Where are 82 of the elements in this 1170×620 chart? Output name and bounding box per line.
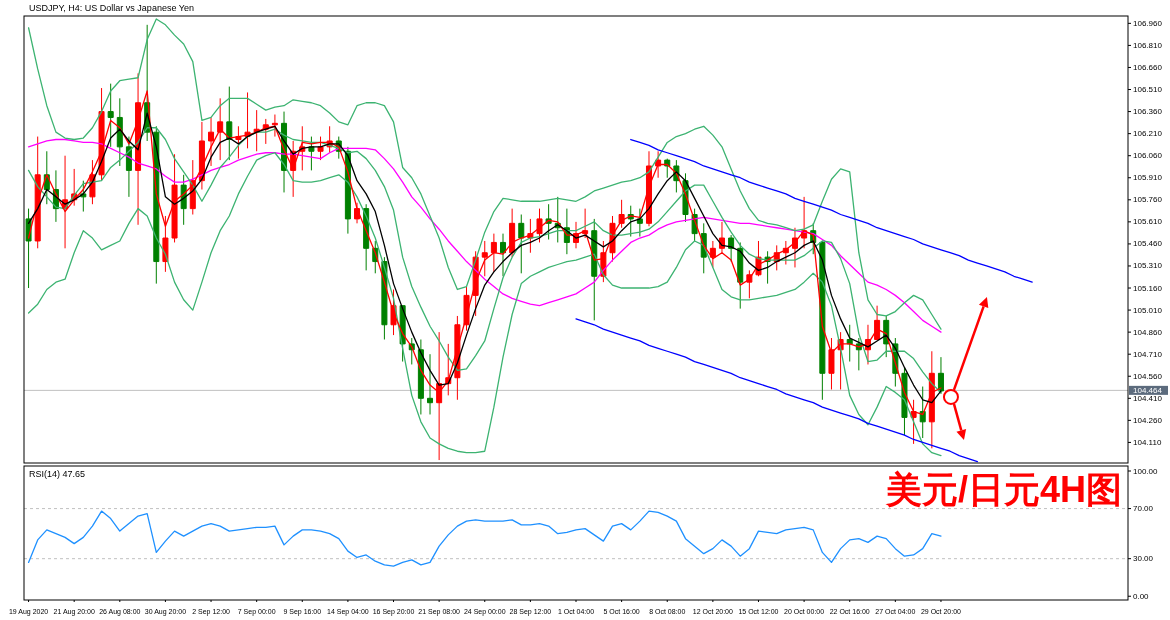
y-tick-label: 104.110 bbox=[1133, 437, 1162, 447]
line-series bbox=[27, 138, 942, 333]
y-tick-label: 70.00 bbox=[1133, 504, 1154, 514]
price-tag: 104.464 bbox=[1129, 385, 1168, 395]
ref-line-label: 104.464 bbox=[1133, 385, 1163, 395]
candlestick bbox=[828, 337, 835, 390]
candlestick bbox=[226, 86, 233, 161]
candlestick bbox=[171, 153, 178, 243]
line-series bbox=[27, 510, 942, 567]
candlestick bbox=[837, 331, 844, 390]
candlestick bbox=[582, 208, 589, 239]
candlestick bbox=[509, 208, 516, 258]
candlestick bbox=[317, 136, 324, 161]
y-tick-label: 105.910 bbox=[1133, 173, 1163, 183]
line-series bbox=[575, 318, 979, 463]
candlestick bbox=[235, 125, 242, 160]
candlestick bbox=[427, 353, 434, 415]
candlestick bbox=[937, 356, 944, 395]
y-tick-label: 104.410 bbox=[1133, 393, 1163, 403]
line-series bbox=[630, 138, 1033, 283]
y-tick-label: 105.310 bbox=[1133, 261, 1163, 271]
y-tick-label: 105.610 bbox=[1133, 217, 1163, 227]
y-tick-label: 106.360 bbox=[1133, 107, 1163, 117]
candlestick bbox=[536, 208, 543, 243]
candlestick bbox=[454, 315, 461, 401]
y-tick-label: 106.510 bbox=[1133, 85, 1163, 95]
candlestick bbox=[636, 208, 643, 238]
chart-title: USDJPY, H4: US Dollar vs Japanese Yen bbox=[29, 3, 194, 13]
y-tick-label: 106.960 bbox=[1133, 18, 1163, 28]
candlestick bbox=[490, 233, 497, 273]
candlestick bbox=[655, 150, 662, 179]
candlestick bbox=[728, 234, 735, 263]
y-tick-label: 105.010 bbox=[1133, 305, 1163, 315]
candlestick bbox=[874, 305, 881, 340]
y-tick-label: 106.060 bbox=[1133, 151, 1163, 161]
candlestick bbox=[919, 386, 926, 439]
candlestick bbox=[746, 269, 753, 299]
candlestick bbox=[855, 337, 862, 371]
candlestick bbox=[791, 227, 798, 268]
candlestick bbox=[709, 240, 716, 268]
candlestick bbox=[500, 233, 507, 277]
candlestick bbox=[618, 199, 625, 229]
candlestick bbox=[217, 97, 224, 161]
candlestick bbox=[527, 218, 534, 254]
y-tick-label: 106.210 bbox=[1133, 129, 1163, 139]
candlestick bbox=[271, 114, 278, 138]
candlestick bbox=[417, 338, 424, 415]
annotation: 美元/日元4H图 bbox=[884, 469, 1122, 510]
y-tick-label: 104.710 bbox=[1133, 349, 1163, 359]
y-tick-label: 0.00 bbox=[1133, 591, 1150, 601]
candlestick bbox=[472, 250, 479, 317]
candlestick bbox=[801, 196, 808, 249]
y-tick-label: 106.660 bbox=[1133, 62, 1163, 72]
candlestick bbox=[262, 118, 269, 145]
candlestick bbox=[80, 180, 87, 213]
candlestick bbox=[116, 97, 123, 167]
candlestick bbox=[463, 286, 470, 332]
candlestick bbox=[846, 324, 853, 363]
chart-title: RSI(14) 47.65 bbox=[29, 469, 86, 479]
candlestick bbox=[308, 136, 315, 171]
y-tick-label: 105.460 bbox=[1133, 239, 1163, 249]
candlestick bbox=[782, 240, 789, 265]
line-series bbox=[27, 18, 942, 330]
y-tick-label: 104.260 bbox=[1133, 415, 1163, 425]
candlestick bbox=[609, 215, 616, 263]
y-tick-label: 105.160 bbox=[1133, 283, 1163, 293]
y-tick-label: 105.760 bbox=[1133, 195, 1163, 205]
candlestick bbox=[253, 109, 260, 152]
candlestick bbox=[198, 121, 205, 191]
candlestick bbox=[481, 240, 488, 277]
y-tick-label: 30.00 bbox=[1133, 554, 1154, 564]
candlestick bbox=[518, 214, 525, 274]
y-tick-label: 104.560 bbox=[1133, 371, 1163, 381]
line-series bbox=[27, 152, 942, 457]
candlestick bbox=[180, 174, 187, 226]
candlestick bbox=[864, 324, 871, 365]
candlestick bbox=[208, 116, 215, 167]
y-tick-label: 100.00 bbox=[1133, 466, 1159, 476]
candlestick bbox=[107, 83, 114, 148]
y-tick-label: 104.860 bbox=[1133, 327, 1163, 337]
y-tick-label: 106.810 bbox=[1133, 40, 1163, 50]
candlestick bbox=[354, 202, 361, 224]
